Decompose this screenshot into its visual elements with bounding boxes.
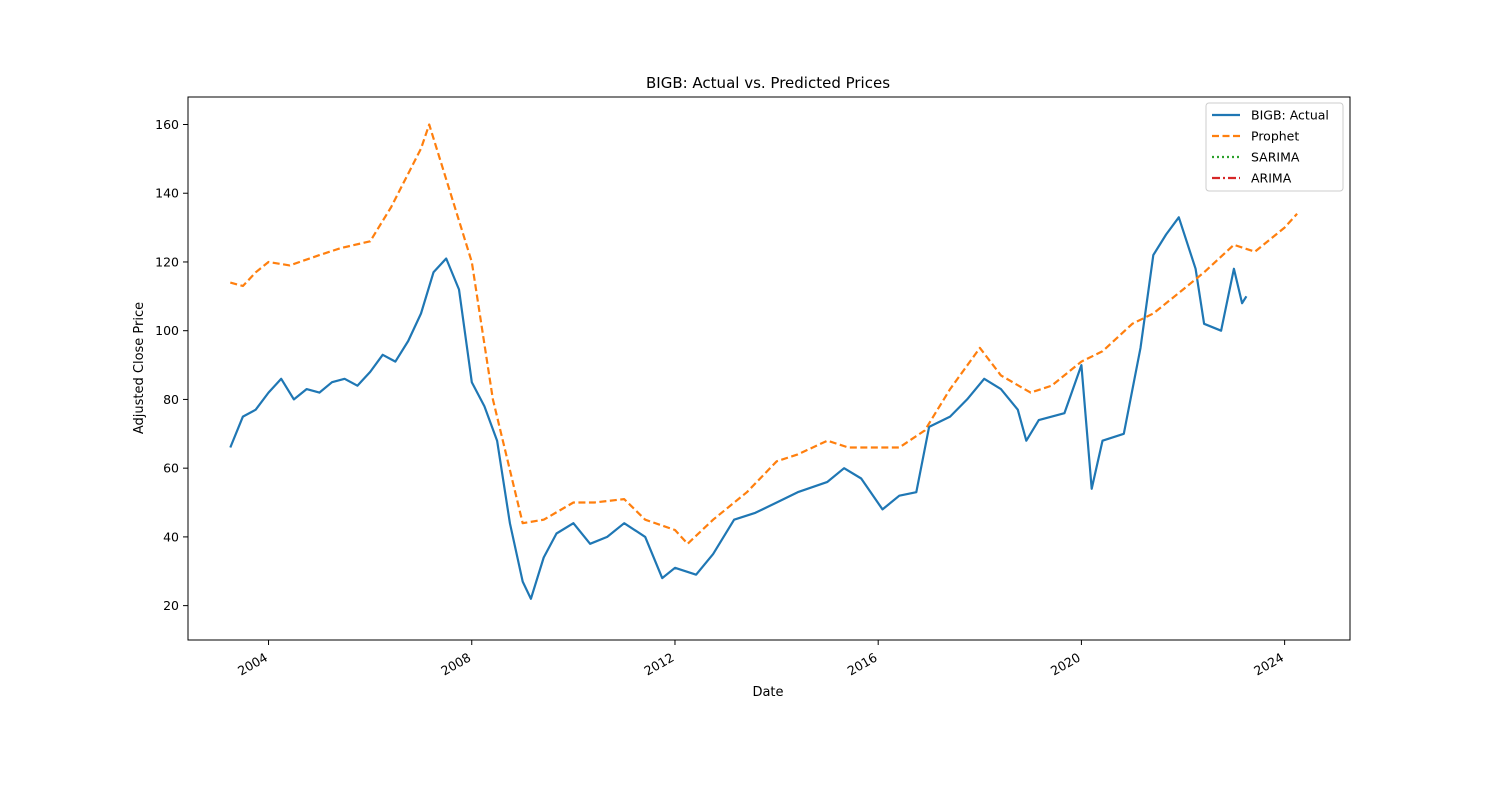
legend-label: Prophet (1251, 129, 1299, 144)
series-layer (229, 123, 1298, 600)
series-line-bigb-actual (229, 216, 1248, 600)
y-axis: 20 40 60 80 100 120 140 160 (155, 117, 188, 613)
legend-label: SARIMA (1251, 150, 1300, 165)
y-tick-label: 40 (163, 529, 179, 544)
plot-frame (187, 96, 1351, 641)
y-tick-label: 140 (155, 186, 179, 201)
legend-box (1205, 102, 1344, 192)
y-tick-label: 100 (155, 323, 179, 338)
series-line-prophet (230, 123, 1298, 545)
x-axis-label: Date (752, 685, 783, 700)
y-tick-label: 80 (163, 392, 179, 407)
legend: BIGB: Actual Prophet SARIMA ARIMA (1205, 102, 1344, 192)
y-tick-label: 160 (155, 117, 179, 132)
legend-label: ARIMA (1251, 171, 1292, 186)
plot-area (187, 96, 1351, 641)
y-tick-label: 120 (155, 254, 179, 269)
y-tick-label: 20 (163, 598, 179, 613)
legend-label: BIGB: Actual (1251, 108, 1329, 123)
y-tick-label: 60 (163, 461, 179, 476)
y-axis-label: Adjusted Close Price (132, 302, 147, 434)
chart-title: BIGB: Actual vs. Predicted Prices (646, 74, 890, 92)
legend-entries: BIGB: Actual Prophet SARIMA ARIMA (1212, 108, 1329, 186)
